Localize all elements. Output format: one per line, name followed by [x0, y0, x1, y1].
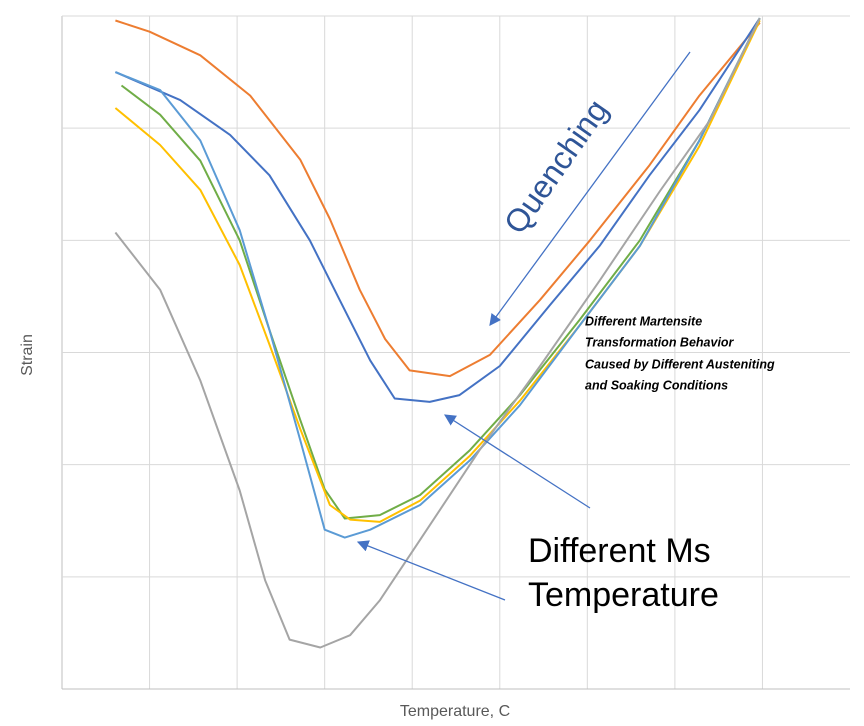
arrow [444, 414, 591, 509]
ms-label: Temperature [528, 576, 719, 614]
annotation: Different Martensite [585, 314, 702, 328]
grid [61, 15, 850, 690]
arrow [356, 540, 506, 601]
x-axis-label: Temperature, C [400, 703, 510, 720]
arrow [489, 51, 691, 326]
ms-label: Different Ms [528, 532, 711, 570]
lines [114, 17, 761, 649]
annotation: Transformation Behavior [585, 335, 735, 349]
annotation: and Soaking Conditions [585, 378, 728, 392]
y-axis-label: Strain [19, 334, 36, 376]
series-line [115, 19, 761, 378]
series-line [115, 17, 761, 403]
series-line [115, 17, 761, 539]
series-line [114, 17, 761, 649]
annotation: Caused by Different Austeniting [585, 357, 775, 371]
quenching-label: Quenching [497, 93, 615, 240]
series-line [114, 20, 761, 523]
series-line [120, 17, 761, 520]
